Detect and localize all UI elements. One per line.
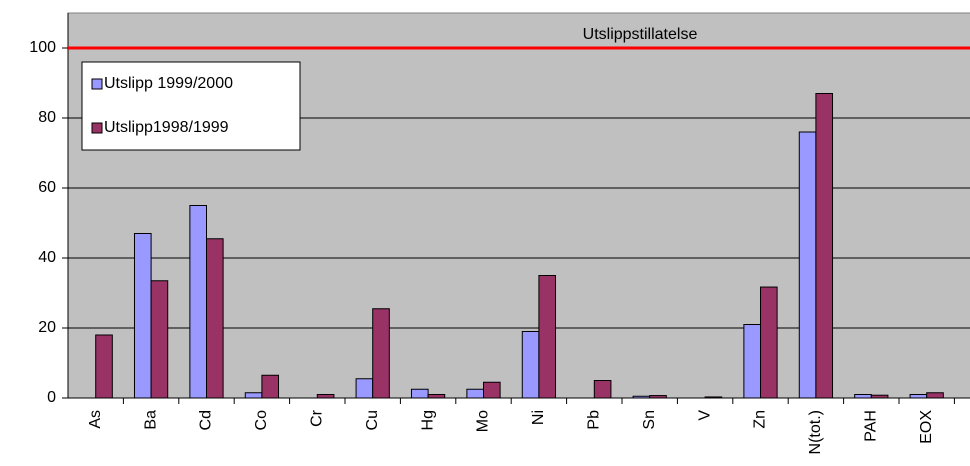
- x-tick-label: Mo: [475, 410, 492, 432]
- reference-label: Utslippstillatelse: [583, 26, 698, 43]
- bar: [649, 395, 667, 399]
- bar: [427, 394, 446, 399]
- bar: [593, 380, 612, 399]
- legend: [81, 61, 301, 151]
- x-tick-label: Sn: [641, 410, 658, 430]
- bar: [244, 392, 263, 399]
- legend-label: Utslipp 1999/2000: [104, 75, 233, 92]
- x-tick-label: Ba: [142, 410, 159, 430]
- y-tick-label: 100: [29, 39, 56, 56]
- x-tick-label: EOX: [918, 410, 935, 444]
- x-tick-label: Cd: [198, 410, 215, 430]
- bar: [483, 381, 501, 399]
- bar: [926, 392, 944, 399]
- bar: [815, 93, 834, 399]
- bar: [632, 395, 651, 399]
- bar: [410, 388, 429, 399]
- x-tick-label: Ni: [530, 410, 547, 425]
- y-tick-label: 0: [47, 389, 56, 406]
- legend-swatch: [91, 122, 103, 134]
- bar: [760, 286, 778, 399]
- x-tick-label: Pb: [586, 410, 603, 430]
- bar: [854, 394, 872, 399]
- bar: [261, 374, 280, 399]
- bar: [466, 388, 485, 399]
- bar: [133, 233, 152, 399]
- y-tick-label: 20: [38, 319, 56, 336]
- legend-label: Utslipp1998/1999: [104, 119, 229, 136]
- x-tick-label: PAH: [863, 410, 880, 442]
- legend-swatch: [91, 78, 103, 90]
- bar: [870, 394, 889, 399]
- bar: [372, 308, 390, 399]
- bar: [206, 238, 224, 399]
- bar: [355, 378, 374, 399]
- y-tick-label: 80: [38, 109, 56, 126]
- bar: [150, 280, 169, 399]
- bar: [743, 324, 762, 399]
- x-tick-label: Hg: [419, 410, 436, 430]
- y-tick-label: 40: [38, 249, 56, 266]
- bar: [538, 275, 557, 399]
- x-tick-label: Cr: [309, 409, 326, 427]
- bar: [189, 205, 208, 399]
- x-tick-label: Cu: [364, 410, 381, 430]
- bar: [521, 331, 540, 399]
- x-tick-label: V: [696, 410, 713, 421]
- x-tick-label: As: [87, 410, 104, 429]
- bar: [316, 394, 335, 399]
- bar: [909, 394, 928, 399]
- bar: [704, 396, 723, 399]
- y-tick-label: 60: [38, 179, 56, 196]
- bar: [798, 131, 817, 399]
- bar: [95, 334, 113, 399]
- x-tick-label: Co: [253, 410, 270, 431]
- x-tick-label: N(tot.): [807, 410, 824, 454]
- x-tick-label: Zn: [752, 410, 769, 429]
